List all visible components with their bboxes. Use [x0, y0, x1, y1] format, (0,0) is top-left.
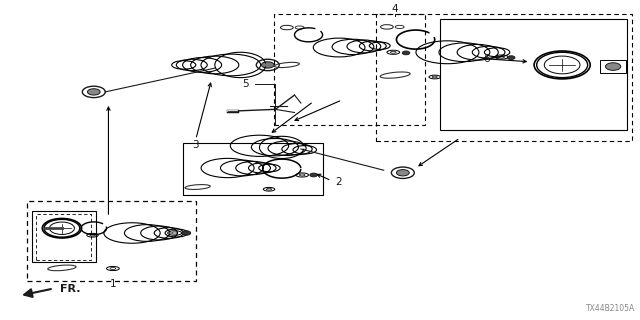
Bar	[32, 211, 96, 262]
Text: TX44B2105A: TX44B2105A	[586, 304, 636, 313]
Bar	[440, 19, 627, 130]
Bar	[274, 14, 425, 125]
Bar	[600, 60, 626, 73]
Bar	[376, 14, 632, 141]
Text: 5: 5	[242, 79, 248, 89]
Ellipse shape	[396, 170, 409, 176]
Text: FR.: FR.	[60, 284, 81, 294]
Ellipse shape	[88, 89, 100, 95]
Ellipse shape	[508, 56, 515, 60]
Text: 3: 3	[193, 140, 199, 150]
Bar	[36, 214, 91, 260]
Ellipse shape	[310, 173, 317, 177]
Bar	[27, 201, 196, 281]
Text: 6: 6	[483, 54, 490, 64]
Ellipse shape	[402, 51, 410, 55]
Text: 1: 1	[109, 279, 116, 289]
Ellipse shape	[261, 62, 274, 68]
Ellipse shape	[605, 63, 621, 70]
Text: 4: 4	[392, 4, 399, 14]
Text: 2: 2	[335, 177, 342, 187]
Ellipse shape	[182, 231, 191, 235]
Bar	[183, 143, 323, 195]
